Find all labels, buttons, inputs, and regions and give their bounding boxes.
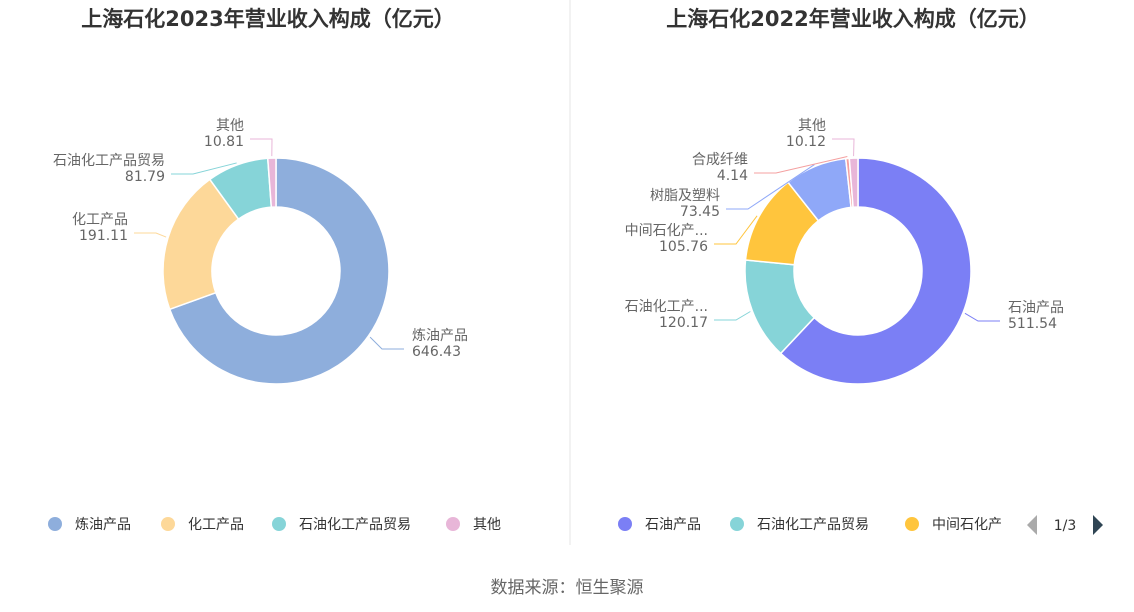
donut-slice[interactable]	[779, 157, 972, 385]
slice-label-value: 4.14	[717, 168, 748, 184]
legend-label[interactable]: 石油化工产品贸易	[299, 517, 411, 533]
slice-label-name: 中间石化产...	[625, 223, 708, 239]
chart-2023-title: 上海石化2023年营业收入构成（亿元）	[81, 7, 454, 31]
data-source-footer: 数据来源：恒生聚源	[491, 578, 644, 598]
slice-label-value: 10.81	[204, 134, 244, 150]
legend-pager[interactable]: 1/3	[1027, 515, 1103, 535]
slice-label-name: 石油化工产...	[625, 299, 708, 315]
legend-marker[interactable]	[48, 517, 62, 531]
legend-marker[interactable]	[730, 517, 744, 531]
donut-slice[interactable]	[266, 157, 277, 208]
chart-2023-legend: 炼油产品 化工产品 石油化工产品贸易 其他	[48, 517, 501, 533]
slice-leader-line	[964, 312, 1000, 322]
slice-label-value: 120.17	[659, 315, 708, 331]
slice-label-name: 石油产品	[1008, 300, 1064, 316]
legend-label[interactable]: 其他	[473, 517, 501, 533]
slice-label-value: 105.76	[659, 239, 708, 255]
slice-leader-line	[726, 164, 815, 210]
slice-label-name: 炼油产品	[412, 328, 468, 344]
legend-marker[interactable]	[446, 517, 460, 531]
slice-label-name: 树脂及塑料	[650, 188, 720, 204]
chart-2022: 上海石化2022年营业收入构成（亿元） 石油产品511.54石油化工产...12…	[618, 7, 1103, 535]
legend-label[interactable]: 石油化工产品贸易	[757, 517, 869, 533]
donut-slice[interactable]	[168, 157, 390, 385]
slice-label-value: 511.54	[1008, 316, 1057, 332]
slice-leader-line	[714, 311, 751, 321]
slice-label-name: 化工产品	[72, 212, 128, 228]
legend-page-indicator: 1/3	[1054, 518, 1077, 534]
legend-marker[interactable]	[905, 517, 919, 531]
slice-leader-line	[171, 162, 237, 175]
slice-label-value: 81.79	[125, 169, 165, 185]
chart-2022-title: 上海石化2022年营业收入构成（亿元）	[666, 7, 1039, 31]
slice-leader-line	[832, 138, 855, 157]
slice-leader-line	[250, 138, 273, 157]
donut-slice[interactable]	[848, 157, 859, 208]
slice-label-value: 191.11	[79, 228, 128, 244]
legend-label[interactable]: 炼油产品	[75, 517, 131, 533]
legend-next-arrow-icon[interactable]	[1093, 515, 1103, 535]
slice-label-value: 73.45	[680, 204, 720, 220]
slice-leader-line	[369, 336, 404, 350]
slice-leader-line	[134, 232, 167, 238]
legend-marker[interactable]	[272, 517, 286, 531]
slice-label-value: 646.43	[412, 344, 461, 360]
legend-label[interactable]: 化工产品	[188, 517, 244, 533]
legend-marker[interactable]	[618, 517, 632, 531]
slice-label-value: 10.12	[786, 134, 826, 150]
slice-label-name: 石油化工产品贸易	[53, 153, 165, 169]
slice-leader-line	[754, 156, 848, 174]
chart-2023: 上海石化2023年营业收入构成（亿元） 炼油产品646.43化工产品191.11…	[48, 7, 501, 533]
slice-label-name: 其他	[216, 118, 244, 134]
slice-leader-line	[714, 215, 758, 245]
chart-2022-legend[interactable]: 石油产品 石油化工产品贸易 中间石化产	[618, 517, 1002, 533]
slice-label-name: 其他	[798, 118, 826, 134]
legend-label[interactable]: 石油产品	[645, 517, 701, 533]
slice-label-name: 合成纤维	[692, 152, 748, 168]
legend-marker[interactable]	[161, 517, 175, 531]
legend-prev-arrow-icon[interactable]	[1027, 515, 1037, 535]
legend-label[interactable]: 中间石化产	[932, 517, 1002, 533]
